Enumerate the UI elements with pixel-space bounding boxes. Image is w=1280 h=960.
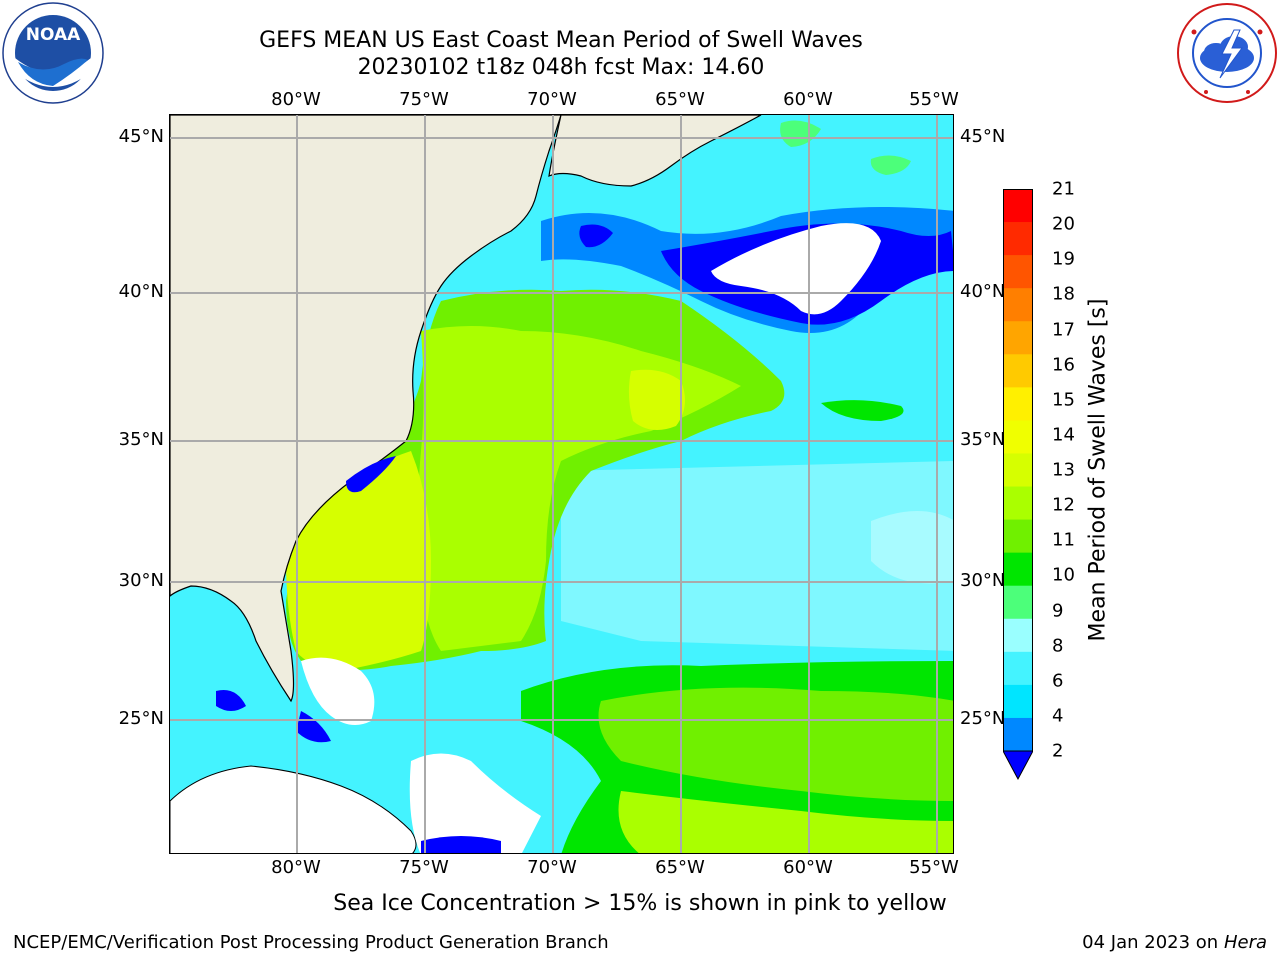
colorbar-segment [1003,354,1033,388]
green-band-south-inner [598,687,953,801]
colorbar-segment [1003,420,1033,454]
blue-edge-1 [296,711,331,743]
colorbar-tick-label: 17 [1052,319,1075,340]
colorbar-segment [1003,288,1033,322]
lat-label-right-30n: 30°N [960,570,1006,591]
lon-label-top-70w: 70°W [527,89,577,110]
colorbar-tick-label: 2 [1052,740,1064,762]
lon-label-top-55w: 55°W [909,89,959,110]
green-patch-north-1 [870,155,911,175]
lat-label-right-25n: 25°N [960,708,1006,729]
colorbar-label: Mean Period of Swell Waves [s] [1085,298,1111,642]
colorbar [1002,189,1034,781]
nws-logo [1176,2,1278,104]
colorbar-segment [1003,222,1033,256]
green-patch-north-2 [780,120,821,147]
colorbar-tick-label: 8 [1052,635,1064,657]
yellow-patch-offshore [628,369,685,430]
colorbar-tick-label: 11 [1052,529,1075,551]
colorbar-segment [1003,453,1033,488]
green-band-south-bottom [618,791,953,853]
lat-label-right-35n: 35°N [960,429,1006,450]
footer-date-text: 04 Jan 2023 on [1082,932,1224,953]
colorbar-tick-label: 18 [1052,283,1075,305]
green-patch-east [821,400,904,421]
blue-edge-2 [216,690,246,711]
lon-label-top-65w: 65°W [655,89,705,110]
lon-label-bottom-80w: 80°W [271,857,321,878]
land-canada [548,115,762,187]
footer-machine: Hera [1223,932,1267,953]
colorbar-segment [1003,387,1033,421]
lon-label-bottom-55w: 55°W [909,857,959,878]
svg-text:NOAA: NOAA [26,25,81,45]
colorbar-tick-label: 19 [1052,248,1075,270]
white-area-gulf-of-maine-offshore [711,223,881,315]
lon-label-bottom-60w: 60°W [783,857,833,878]
blue-patch-1 [579,224,613,248]
colorbar-tick-label: 10 [1052,564,1075,586]
bahamas-area [301,657,375,725]
pale-cyan-patch [871,511,953,584]
lat-label-left-40n: 40°N [118,281,164,302]
lat-label-right-45n: 45°N [960,126,1006,147]
blue-edge-3 [421,836,501,853]
hispaniola-area [409,753,541,853]
lon-label-top-60w: 60°W [783,89,833,110]
colorbar-tick-label: 6 [1052,670,1064,692]
colorbar-segment [1003,684,1033,719]
lon-label-top-75w: 75°W [399,89,449,110]
colorbar-segment [1003,255,1033,289]
noaa-logo: NOAA [2,2,104,104]
lat-label-right-40n: 40°N [960,281,1006,302]
colorbar-tick-label: 9 [1052,600,1064,621]
chart-subtitle: 20230102 t18z 048h fcst Max: 14.60 [357,55,765,80]
graticule [170,115,953,853]
lat-label-left-25n: 25°N [118,708,164,729]
light-cyan-region [561,461,953,651]
colorbar-segment [1003,519,1033,554]
lon-label-bottom-75w: 75°W [399,857,449,878]
footer-date: 04 Jan 2023 on Hera [1082,932,1267,953]
lon-label-top-80w: 80°W [271,89,321,110]
colorbar-tick-label: 4 [1052,705,1064,727]
colorbar-segment [1003,486,1033,521]
colorbar-tick-label: 16 [1052,354,1075,376]
colorbar-tick-label: 20 [1052,213,1075,235]
colorbar-segment [1003,552,1033,587]
colorbar-segment [1003,717,1033,752]
colorbar-tick-label: 14 [1052,424,1075,446]
colorbar-tick-label: 12 [1052,494,1075,516]
sea-ice-note: Sea Ice Concentration > 15% is shown in … [333,891,947,916]
swell-period-field [170,115,953,853]
lon-label-bottom-70w: 70°W [527,857,577,878]
map-panel[interactable] [169,114,954,854]
lon-label-bottom-65w: 65°W [655,857,705,878]
chart-title: GEFS MEAN US East Coast Mean Period of S… [259,28,863,53]
lat-label-left-45n: 45°N [118,126,164,147]
lat-label-left-35n: 35°N [118,429,164,450]
colorbar-tick-label: 21 [1052,178,1075,200]
colorbar-tick-label: 13 [1052,459,1075,481]
colorbar-outline [1003,189,1033,752]
blue-edge-carolina [346,456,396,493]
footer-branch: NCEP/EMC/Verification Post Processing Pr… [13,932,609,953]
land-cuba-region [170,765,417,853]
colorbar-segment [1003,321,1033,355]
colorbar-extend-arrow [1002,750,1034,781]
colorbar-segment [1003,189,1033,223]
colorbar-segment [1003,651,1033,686]
colorbar-segment [1003,585,1033,620]
colorbar-tick-label: 15 [1052,389,1075,411]
lat-label-left-30n: 30°N [118,570,164,591]
colorbar-segment [1003,618,1033,653]
